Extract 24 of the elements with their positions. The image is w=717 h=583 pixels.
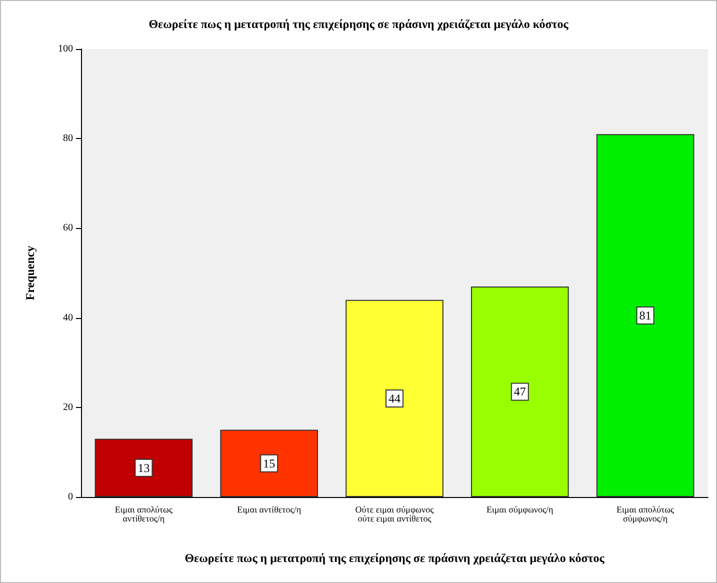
data-label: 81 (639, 308, 652, 323)
data-label: 15 (263, 456, 276, 470)
data-label: 44 (388, 391, 400, 406)
bar (596, 134, 694, 497)
bar (220, 430, 318, 497)
x-tick-label: Ειμαι αντίθετος/η (237, 504, 302, 514)
chart-title: Θεωρείτε πως η μετατροπή της επιχείρησης σε πράσινη χρειάζεται μεγάλο κόστος (148, 17, 570, 31)
x-tick-label: Ειμαι απολύτως αντίθετος/η (114, 504, 173, 524)
y-axis-title: Frequency (23, 246, 37, 300)
bar (470, 286, 569, 497)
x-tick-label: Ειμαι απολύτως σύμφωνος/η (616, 504, 675, 524)
x-tick-label: Ειμαι σύμφωνος/η (486, 504, 554, 514)
data-label: 47 (514, 384, 526, 399)
y-tick-label: 100 (58, 44, 73, 54)
y-tick-label: 80 (63, 133, 73, 144)
data-label: 13 (138, 460, 150, 475)
bar (94, 438, 193, 497)
bar (346, 300, 444, 497)
y-tick-label: 40 (63, 312, 73, 324)
x-axis-title: Θεωρείτε πως η μετατροπή της επιχείρησης σε πράσινη χρειάζεται μεγάλο κόστος (184, 551, 606, 565)
y-tick-label: 0 (68, 492, 73, 502)
y-tick-label: 20 (63, 402, 73, 413)
y-tick-label: 60 (63, 222, 73, 234)
x-tick-label: Ούτε ειμαι σύμφωνος ούτε ειμαι αντίθετος (355, 504, 434, 524)
